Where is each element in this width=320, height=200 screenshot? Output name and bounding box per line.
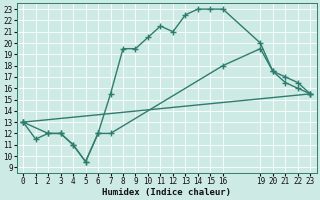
X-axis label: Humidex (Indice chaleur): Humidex (Indice chaleur) [102,188,231,197]
